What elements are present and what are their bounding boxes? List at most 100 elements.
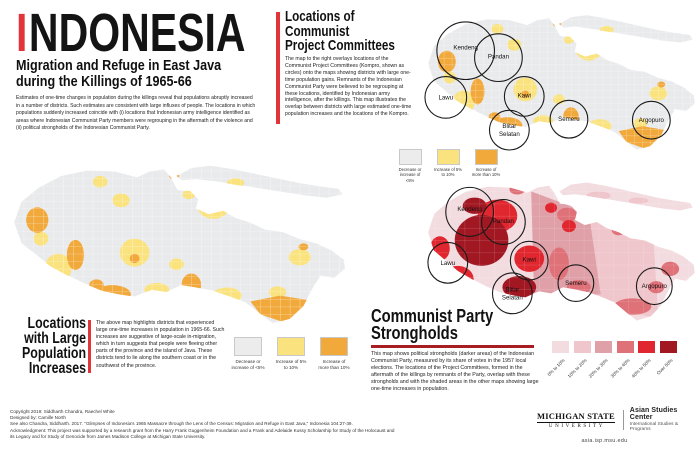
credit-line-designer: Designed by: Camille North — [10, 415, 66, 421]
credits-block: Copyright 2019: Siddharth Chandra, Raech… — [10, 409, 510, 440]
legend-label: Increase of 5% to 10% — [434, 167, 462, 178]
strongholds-map: Kendeng Pandan Lawu Kawi Blitar Selatan … — [427, 181, 696, 322]
legend-item: 30% to 40% — [609, 341, 634, 379]
population-heading-line-2: with Large — [23, 330, 86, 347]
credit-line-acknowledgment-2: its Legacy and for Study of Genocide fro… — [10, 433, 206, 439]
legend-label: Increase of more than 10% — [318, 359, 350, 370]
strongholds-heading-line-1: Communist Party — [371, 306, 494, 326]
legend-label: Decrease or increase of <5% — [231, 359, 265, 370]
kompro-circle-argopuro — [631, 100, 671, 140]
legend-swatch-yellow — [436, 149, 460, 165]
msu-logo-block: MICHIGAN STATE UNIVERSITY Asian Studies … — [537, 407, 700, 432]
population-heading-line-3: Population — [21, 345, 86, 362]
kompro-circle-kendeng — [436, 21, 496, 81]
msu-wordmark-top: MICHIGAN STATE — [537, 410, 615, 423]
strongholds-heading-line-2: Strongholds — [371, 323, 458, 343]
asc-block: Asian Studies Center International Studi… — [630, 407, 700, 432]
strongholds-circle-lawu — [427, 241, 469, 284]
credit-line-copyright: Copyright 2019: Siddharth Chandra, Raech… — [10, 409, 115, 414]
msu-divider — [622, 409, 624, 430]
legend-item: Increase of more than 10% — [471, 149, 501, 183]
kompro-heading: Locations of Communist Project Committee… — [285, 8, 395, 54]
strongholds-paragraph: This map shows political strongholds (da… — [371, 351, 539, 393]
kompro-accent-bar — [276, 12, 280, 124]
kompro-circle-pandan — [474, 33, 523, 83]
subtitle-line-2: during the Killings of 1965-66 — [16, 73, 192, 90]
kompro-label-argopuro: Argopuro — [639, 117, 665, 124]
legend-item: Increase of more than 10% — [317, 337, 351, 371]
migration-legend-top: Decrease or increase of <5% Increase of … — [395, 149, 501, 183]
kompro-label-semeru: Semeru — [558, 116, 580, 123]
strongholds-label-kendeng: Kendeng — [457, 206, 482, 213]
population-heading: Locations with Large Population Increase… — [21, 315, 86, 377]
population-map-district-borders — [13, 165, 346, 324]
kompro-label-pandan: Pandan — [488, 54, 510, 61]
strongholds-label-kawi: Kawi — [523, 257, 536, 264]
strongholds-label-semeru: Semeru — [565, 280, 587, 287]
legend-item: Over 50% — [655, 341, 677, 376]
msu-wordmark-bottom: UNIVERSITY — [548, 423, 605, 429]
subtitle-line-1: Migration and Refuge in East Java — [16, 57, 222, 74]
population-paragraph: The above map highlights districts that … — [96, 320, 225, 369]
legend-swatch-6 — [659, 341, 677, 353]
strongholds-label-lawu: Lawu — [440, 260, 455, 267]
strongholds-label-pandan: Pandan — [493, 218, 515, 225]
strongholds-legend: 0% to 10% 10% to 20% 20% to 30% 30% to 4… — [547, 341, 681, 379]
strongholds-heading: Communist Party Strongholds — [371, 306, 494, 343]
kompro-circle-lawu — [424, 75, 468, 119]
legend-item: 10% to 20% — [566, 341, 591, 379]
legend-swatch-1 — [552, 341, 569, 353]
title-letter-i: I — [16, 3, 28, 63]
legend-swatch-gray — [398, 149, 422, 165]
kompro-label-blitar-2: Selatan — [499, 131, 520, 138]
legend-item: Decrease or increase of <5% — [395, 149, 425, 183]
kompro-circle-semeru — [549, 99, 589, 139]
kompro-circle-labels: Kendeng Pandan Lawu Kawi Blitar Selatan … — [438, 45, 664, 138]
legend-swatch-3 — [595, 341, 612, 353]
kompro-paragraph: The map to the right overlays locations … — [285, 56, 412, 118]
population-heading-line-4: Increases — [28, 360, 86, 377]
intro-paragraph: Estimates of one-time changes in populat… — [16, 95, 256, 131]
credit-line-acknowledgment-1: Acknowledgment: This project was support… — [10, 427, 395, 433]
legend-label: Increase of 5% to 10% — [275, 359, 307, 370]
legend-swatch-2 — [573, 341, 591, 353]
legend-swatch-yellow — [277, 337, 305, 356]
title-text: NDONESIA — [28, 3, 246, 63]
legend-swatch-5 — [638, 341, 655, 353]
kompro-label-lawu: Lawu — [438, 94, 453, 101]
kompro-heading-line-2: Communist — [285, 22, 350, 40]
legend-item: 0% to 10% — [547, 341, 569, 377]
population-accent-bar — [88, 320, 92, 373]
strongholds-circles — [427, 186, 673, 315]
legend-swatch-orange — [320, 337, 348, 356]
kompro-circles — [424, 21, 671, 151]
page-title: INDONESIA — [16, 6, 246, 60]
kompro-heading-line-3: Project Committees — [285, 37, 395, 54]
legend-item: 20% to 30% — [588, 341, 612, 379]
asc-title: Asian Studies Center — [629, 407, 678, 421]
kompro-label-blitar-1: Blitar — [502, 123, 516, 130]
kompro-label-kawi: Kawi — [518, 92, 531, 99]
strongholds-circle-blitar-selatan — [491, 272, 533, 315]
legend-item: Decrease or increase of <5% — [231, 337, 265, 371]
strongholds-circle-pandan — [481, 199, 526, 245]
legend-item: 40% to 50% — [631, 341, 655, 379]
strongholds-circle-labels: Kendeng Pandan Lawu Kawi Blitar Selatan … — [440, 206, 667, 302]
migration-legend-bottom: Decrease or increase of <5% Increase of … — [231, 337, 351, 371]
kompro-label-kendeng: Kendeng — [453, 45, 478, 52]
strongholds-circle-semeru — [557, 264, 595, 303]
kompro-heading-line-1: Locations of — [285, 8, 355, 25]
page-subtitle: Migration and Refuge in East Java during… — [16, 58, 221, 90]
strongholds-circle-kendeng — [445, 186, 495, 237]
kompro-map-district-borders — [427, 14, 696, 150]
strongholds-circle-argopuro — [635, 267, 673, 306]
legend-swatch-4 — [616, 341, 634, 353]
population-heading-line-1: Locations — [27, 315, 86, 332]
legend-label: Decrease or increase of <5% — [398, 167, 422, 183]
strongholds-map-district-borders — [427, 182, 696, 321]
legend-label: Increase of more than 10% — [471, 167, 501, 178]
kompro-circle-blitar-selatan — [488, 109, 530, 151]
strongholds-circle-kawi — [509, 240, 549, 281]
strongholds-label-blitar-1: Blitar — [505, 286, 519, 293]
